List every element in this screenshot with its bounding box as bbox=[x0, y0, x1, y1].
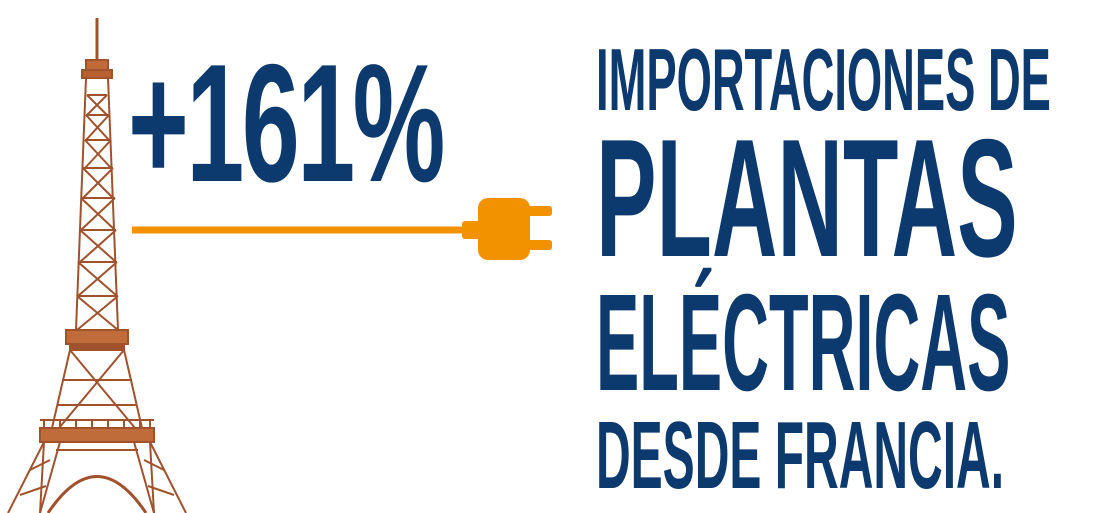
eiffel-tower-icon bbox=[7, 18, 187, 513]
headline-line-3: ELÉCTRICAS bbox=[596, 266, 1011, 420]
headline-line-2: PLANTAS bbox=[596, 104, 1018, 292]
stat-percentage: +161% bbox=[128, 29, 445, 217]
headline-line-4: DESDE FRANCIA. bbox=[596, 402, 1005, 509]
electric-plug-icon bbox=[132, 198, 552, 260]
headline-line-1: IMPORTACIONES DE bbox=[596, 30, 1051, 129]
